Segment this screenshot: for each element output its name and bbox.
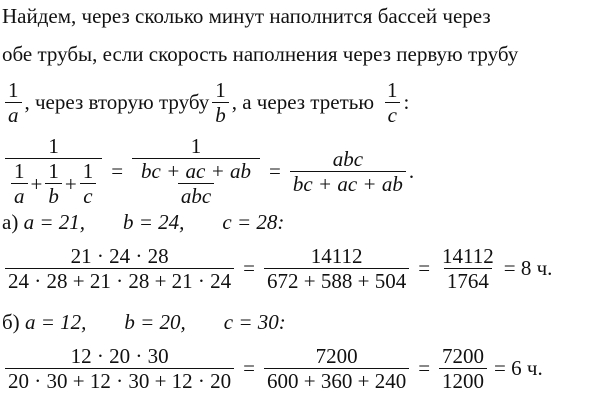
fraction: 7200 600 + 360 + 240 [264, 344, 410, 393]
math-text: 14112 [442, 244, 494, 268]
math-text: 1 [387, 78, 398, 102]
fraction-result: abc bc + ac + ab [289, 146, 406, 196]
math-text: 1 [14, 159, 25, 184]
fraction: 7200 1200 [439, 344, 488, 393]
math-text: a [8, 103, 19, 128]
math-text: 1 [215, 78, 226, 102]
math-text: 1 [82, 159, 94, 184]
math-text: 7200 [442, 344, 485, 368]
math-text: 1 [48, 159, 59, 184]
case-a-calculation: 21 · 24 · 28 24 · 28 + 21 · 28 + 21 · 24 … [2, 244, 552, 293]
problem-text: обе трубы, если скорость наполнения чере… [2, 42, 519, 66]
math-text: а) [2, 210, 19, 234]
math-text: + [64, 171, 77, 196]
math-text: a = 12, [24, 310, 87, 334]
math-text: abc [180, 184, 212, 209]
math-text: c [387, 103, 397, 128]
fraction: 21 · 24 · 28 24 · 28 + 21 · 28 + 21 · 24 [5, 244, 235, 293]
text-line-2: обе трубы, если скорость наполнения чере… [2, 42, 518, 67]
problem-text: Найдем, через сколько минут наполнится б… [2, 4, 491, 28]
result: = 8 ч. [503, 256, 553, 281]
math-text: bc + ac + ab [141, 159, 252, 184]
math-text: = [243, 356, 256, 381]
math-text: + [30, 171, 43, 196]
math-text: a = 21, [23, 210, 85, 234]
math-text: 1200 [439, 368, 488, 393]
math-text: 12 · 20 · 30 [70, 344, 169, 368]
math-text: 1 [48, 134, 59, 158]
fraction: 14112 672 + 588 + 504 [264, 244, 410, 293]
fraction: 14112 1764 [439, 244, 497, 293]
math-text: 14112 [310, 244, 363, 268]
math-text: b [48, 184, 59, 209]
problem-text: , через вторую трубу [24, 90, 210, 115]
text-line-1: Найдем, через сколько минут наполнится б… [2, 4, 491, 29]
math-text: = [418, 256, 431, 281]
math-text: 7200 [315, 344, 358, 368]
math-text: 24 · 28 + 21 · 28 + 21 · 24 [5, 268, 235, 293]
math-text: abc [332, 146, 364, 171]
math-text: 21 · 24 · 28 [70, 244, 169, 268]
case-b-calculation: 12 · 20 · 30 20 · 30 + 12 · 30 + 12 · 20 … [2, 344, 543, 393]
case-b-values: б) a = 12, b = 20, c = 30: [2, 310, 286, 335]
math-text: . [408, 158, 415, 183]
math-text: 1 [190, 134, 202, 158]
math-text: = [418, 356, 431, 381]
math-text: = [269, 158, 281, 183]
math-text: = [243, 256, 256, 281]
math-text: b = 24, [123, 210, 185, 234]
math-text: = [111, 158, 124, 183]
math-text: b [215, 103, 226, 128]
problem-text: , а через третью [231, 90, 375, 115]
math-text: б) [2, 310, 20, 334]
result: = 6 ч. [494, 356, 543, 381]
case-a-values: а) a = 21, b = 24, c = 28: [2, 210, 284, 235]
math-text: 1 [8, 78, 19, 102]
math-text: 20 · 30 + 12 · 30 + 12 · 20 [5, 368, 235, 393]
math-text: b = 20, [124, 310, 186, 334]
fraction-compound: 1 bc + ac + ab abc [132, 134, 261, 209]
math-text: 600 + 360 + 240 [264, 368, 410, 393]
math-text: c = 30: [223, 310, 286, 334]
math-text: bc + ac + ab [292, 171, 403, 196]
fraction: 12 · 20 · 30 20 · 30 + 12 · 30 + 12 · 20 [5, 344, 235, 393]
math-text: c [83, 184, 93, 209]
math-text: c = 28: [222, 210, 285, 234]
math-text: 1764 [443, 268, 492, 293]
colon: : [403, 90, 410, 115]
math-text: 672 + 588 + 504 [264, 268, 410, 293]
math-text: a [14, 184, 25, 209]
